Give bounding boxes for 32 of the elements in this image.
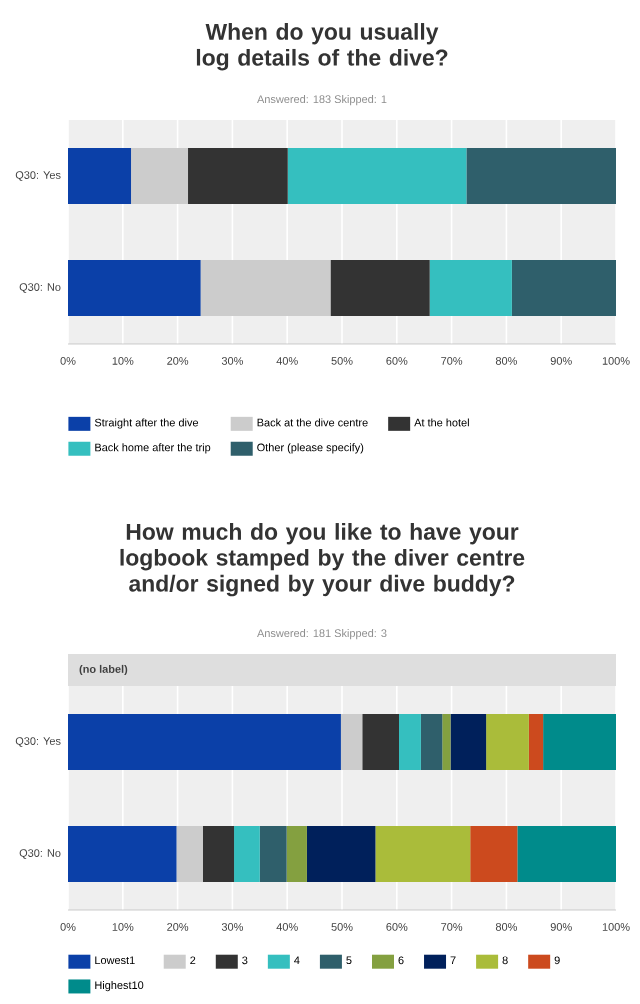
bar: [429, 259, 512, 316]
bar: [466, 147, 617, 204]
bar: [234, 826, 260, 882]
bar: [486, 714, 529, 770]
bar: [68, 714, 341, 770]
bar: [176, 826, 203, 882]
bar: [68, 826, 177, 882]
bar: [528, 714, 544, 770]
chart-title: When do you usually log details of the dive?: [196, 23, 448, 71]
bar: [511, 259, 617, 316]
bar: [450, 714, 487, 770]
bar: [306, 826, 376, 882]
bar: [362, 714, 399, 770]
bar: [200, 259, 331, 316]
bar: [286, 826, 307, 882]
bar: [188, 147, 288, 204]
bar: [68, 147, 132, 204]
bar: [131, 147, 189, 204]
bar: [259, 826, 287, 882]
bar: [420, 714, 443, 770]
bar: [375, 826, 471, 882]
bar: [340, 714, 363, 770]
bar: [517, 826, 617, 882]
bar: [68, 259, 201, 316]
bar: [470, 826, 518, 882]
bar: [330, 259, 430, 316]
bar: [442, 714, 451, 770]
bar: [543, 714, 617, 770]
bar: [202, 826, 235, 882]
bar: [287, 147, 467, 204]
chart-title: How much do you like to have your logbook stamped by the diver centre and/or signed by your dive buddy?: [120, 523, 525, 597]
bar: [399, 714, 421, 770]
